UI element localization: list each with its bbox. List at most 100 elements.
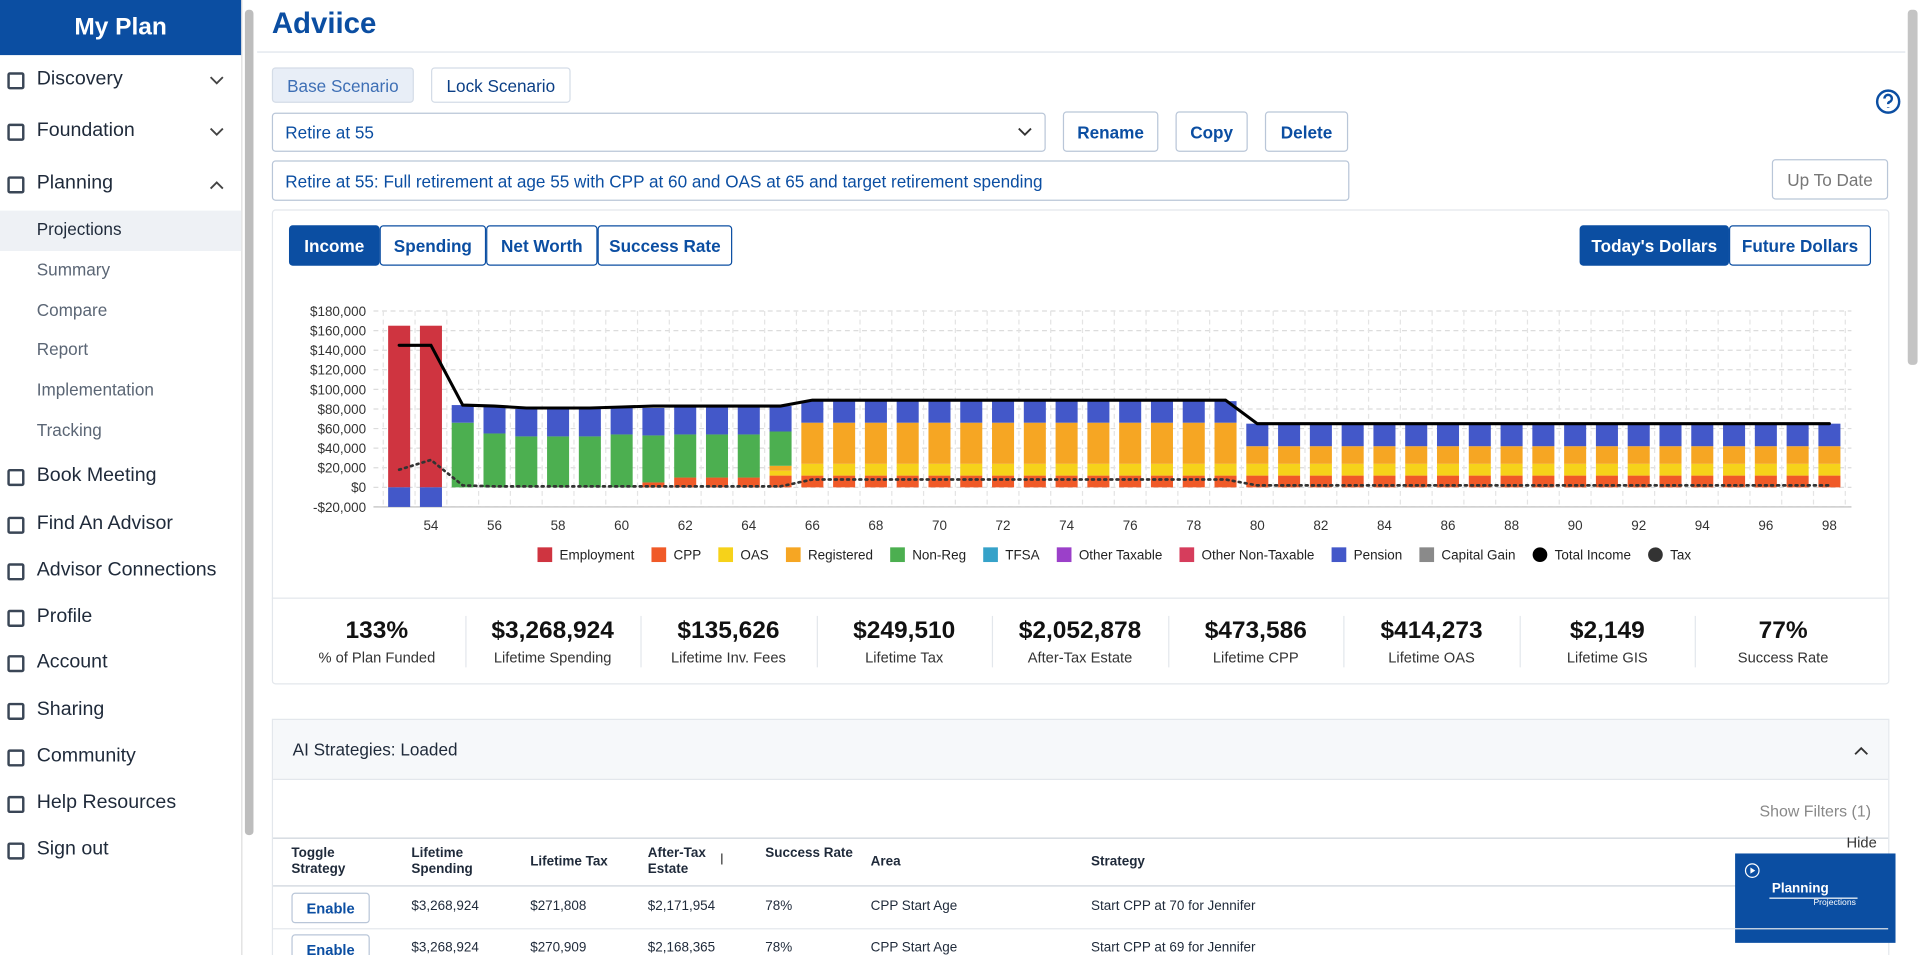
menu-link[interactable]: Advisor Connections [36,559,217,581]
table-cell: $271,808 [530,898,587,914]
bar-segment [1595,446,1618,464]
bar-segment [1754,475,1777,488]
status-button[interactable]: Up To Date [1771,159,1889,200]
stat-label: Lifetime OAS [1388,648,1475,667]
x-tick-label: 66 [805,518,820,533]
bar-segment [1246,446,1269,464]
column-header: Lifetime Tax [530,854,608,870]
view-tab[interactable]: Success Rate [597,225,733,266]
legend-label: Total Income [1555,548,1631,563]
legend-label: Other Non-Taxable [1202,548,1315,563]
table-header [273,837,1889,887]
x-tick-label: 88 [1504,518,1519,533]
y-tick-label: -$20,000 [313,500,366,515]
x-tick-label: 74 [1059,518,1074,533]
scenario-tab[interactable]: Lock Scenario [431,67,571,103]
bar-segment [1119,475,1142,488]
bar-segment [1309,475,1332,488]
menu-link[interactable]: Book Meeting [36,465,157,487]
x-tick-label: 60 [614,518,629,533]
enable-button[interactable]: Enable [291,892,370,924]
bar-segment [1150,463,1173,476]
bar-segment [1468,463,1491,476]
stat-value: $2,149 [1569,617,1645,645]
view-tab[interactable]: Net Worth [486,225,598,266]
bar-segment [1786,446,1809,464]
bar-segment [928,463,951,476]
view-tab[interactable]: Income [288,225,380,266]
bar-segment [1818,446,1841,464]
bar-segment [864,401,887,423]
stat-divider [1695,615,1697,668]
menu-link[interactable]: Profile [36,606,93,627]
bar-segment [1659,475,1682,488]
menu-chevron[interactable] [208,176,225,193]
bar-segment [1564,475,1587,488]
submenu-item[interactable]: Projections [36,219,122,239]
action-button[interactable]: Delete [1264,111,1349,152]
table-cell: $270,909 [530,940,587,955]
bar-segment [992,401,1015,423]
menu-link[interactable]: Community [36,745,136,767]
bar-segment [769,406,792,432]
bar-segment [1182,422,1205,464]
help-icon[interactable] [1875,88,1902,115]
bar-segment [1023,422,1046,464]
scenario-tab[interactable]: Base Scenario [271,67,414,103]
view-tab[interactable]: Spending [379,225,487,266]
bar-segment [483,433,506,488]
submenu-item[interactable]: Compare [36,300,108,320]
action-button[interactable]: Copy [1175,111,1248,152]
bar-segment [1691,463,1714,476]
x-tick-label: 64 [741,518,756,533]
enable-button[interactable]: Enable [291,934,370,955]
bar-segment [1723,423,1746,447]
bar-segment [1182,475,1205,488]
bar-segment [515,408,538,437]
legend-swatch [1056,547,1072,563]
hide-video[interactable]: Hide [1846,833,1877,852]
bar-segment [833,475,856,488]
strategies-header[interactable] [273,720,1889,780]
bar-segment [801,463,824,476]
submenu-item[interactable]: Tracking [36,420,102,440]
submenu-item[interactable]: Report [36,339,89,359]
submenu-item[interactable]: Summary [36,259,111,280]
bar-segment [1309,463,1332,476]
column-header: Success Rate [765,846,853,861]
play-icon[interactable] [1744,862,1761,879]
bar-segment [1723,463,1746,476]
menu-chevron[interactable] [208,72,225,89]
show-filters[interactable]: Show Filters (1) [1759,802,1872,821]
menu-link[interactable]: Find An Advisor [36,513,173,534]
income-chart: -$20,000 $0 $20,000 $40,000 $60,000 $80,000 $1… [310,304,1852,563]
submenu-item[interactable]: Implementation [36,379,154,400]
scenario-description[interactable]: Retire at 55: Full retirement at age 55 … [271,160,1350,201]
collapse-chevron[interactable] [1853,742,1870,759]
menu-link[interactable]: Help Resources [36,792,177,814]
action-button[interactable]: Rename [1062,111,1159,152]
stat-value: 133% [345,617,409,645]
menu-chevron[interactable] [208,124,225,141]
sort-arrow[interactable] [721,853,731,865]
stat-label: % of Plan Funded [318,648,436,667]
column-header: Area [870,854,901,870]
menu-item[interactable]: Planning [36,172,113,194]
dollar-toggle[interactable]: Future Dollars [1728,225,1872,266]
column-header[interactable]: After-Tax Estate [647,846,706,877]
bar-segment [388,325,411,488]
menu-link[interactable]: Account [36,651,108,673]
bar-segment [547,408,570,437]
scenario-select[interactable]: Retire at 55 [271,112,1046,152]
dollar-toggle[interactable]: Today's Dollars [1579,225,1729,266]
bar-segment [1468,475,1491,488]
menu-link[interactable]: Sharing [36,699,105,720]
menu-item[interactable]: Foundation [36,120,135,141]
menu-icon [7,123,25,141]
stats-divider [271,597,1890,599]
bar-segment [1087,422,1110,464]
menu-link[interactable]: Sign out [36,838,109,860]
line [397,343,1831,426]
menu-item[interactable]: Discovery [36,68,123,90]
x-tick-label: 80 [1250,518,1265,533]
